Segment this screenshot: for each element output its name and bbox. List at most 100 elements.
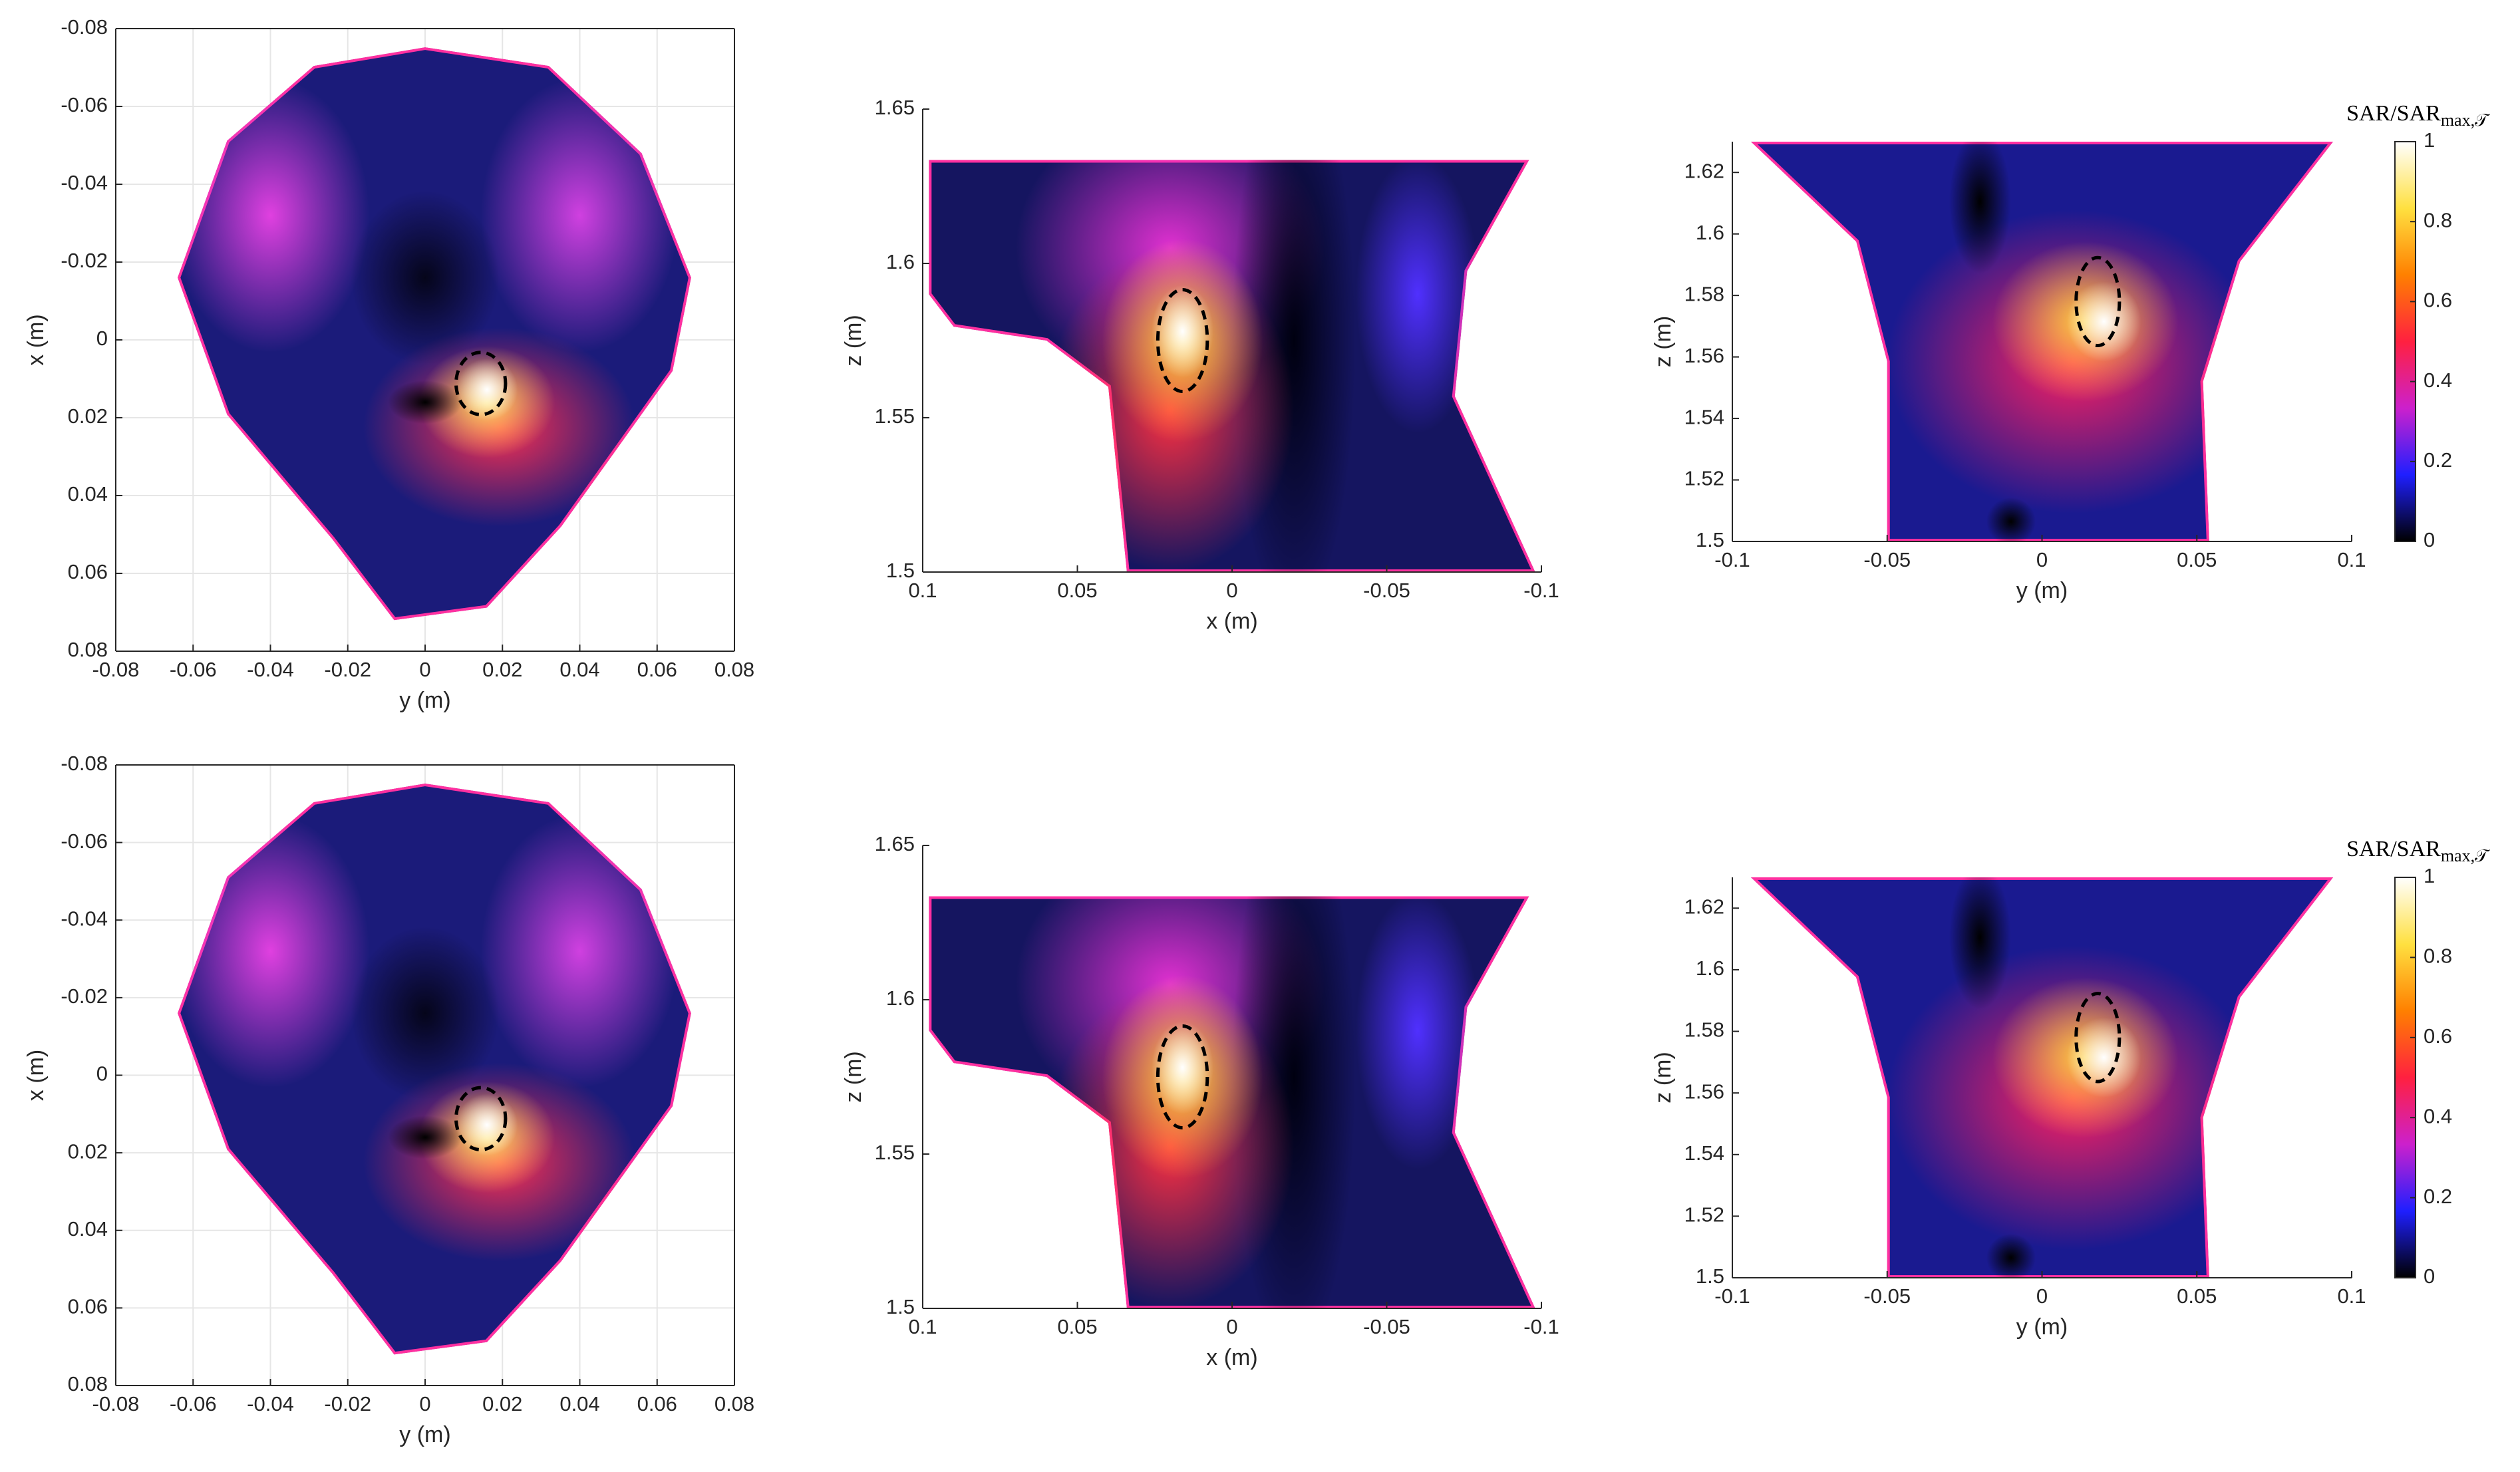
- x-tick-label: 0.04: [559, 1392, 599, 1415]
- y-tick-label: 1.62: [1684, 159, 1724, 182]
- x-axis-label: y (m): [2016, 578, 2068, 603]
- y-tick-label: 1.54: [1684, 405, 1724, 428]
- heatmap: [929, 160, 1535, 572]
- y-tick-label: 0.02: [68, 404, 108, 428]
- y-axis-label: x (m): [23, 1050, 49, 1101]
- x-tick-label: -0.1: [1714, 1284, 1750, 1308]
- heatmap-region: [1356, 896, 1480, 1170]
- target-outline: [2074, 255, 2122, 348]
- panel: 0.1 0.05 0 -0.05 -0.1 1.5 1.55 1.6 1.65 x (m) z (m…: [841, 96, 1559, 634]
- colorbar: [2394, 141, 2416, 542]
- heatmap: [1750, 142, 2334, 541]
- x-tick-label: 0.06: [637, 1392, 677, 1415]
- y-tick-label: 0.06: [68, 560, 108, 583]
- heatmap-region: [1949, 142, 2011, 274]
- y-tick-label: 0.04: [68, 482, 108, 506]
- y-tick-label: 1.56: [1684, 1080, 1724, 1103]
- panel: -0.1 -0.05 0 0.05 0.1 1.5 1.52 1.54 1.56 1.58 1.6 1…: [1651, 837, 2490, 1340]
- x-axis-label: x (m): [1206, 609, 1257, 634]
- x-tick-label: 0.1: [2337, 1284, 2366, 1308]
- colorbar-tick-label: 0.2: [2424, 448, 2452, 472]
- x-tick-label: 0.05: [1057, 579, 1097, 602]
- heatmap-region: [2066, 281, 2141, 362]
- colorbar-label-main: SAR/SAR: [2346, 837, 2441, 861]
- y-tick-label: 1.58: [1684, 282, 1724, 305]
- y-tick-label: 1.6: [886, 250, 915, 273]
- y-tick-label: 1.5: [886, 1295, 915, 1318]
- x-tick-label: -0.08: [92, 1392, 140, 1415]
- x-tick-label: 0: [1226, 1315, 1237, 1338]
- heatmap: [178, 783, 691, 1355]
- heatmap-region: [388, 380, 462, 424]
- colorbar-label: SAR/SARmax,𝒯: [2346, 101, 2490, 130]
- x-tick-label: 0: [1226, 579, 1237, 602]
- heatmap-region: [1949, 877, 2011, 1010]
- y-axis-label: z (m): [1651, 316, 1676, 367]
- y-tick-label: -0.02: [61, 984, 108, 1008]
- y-tick-label: -0.06: [61, 829, 108, 853]
- y-tick-label: 1.6: [886, 986, 915, 1010]
- x-tick-label: -0.02: [324, 658, 371, 681]
- heatmap-region: [2066, 1017, 2141, 1098]
- panel: -0.08 -0.06 -0.04 -0.02 0 0.02 0.04 0.06 0.08 0.0…: [23, 752, 754, 1447]
- target-outline: [1156, 287, 1209, 394]
- x-tick-label: 0.05: [2177, 548, 2217, 571]
- x-tick-label: 0.08: [714, 658, 754, 681]
- y-tick-label: -0.08: [61, 752, 108, 775]
- heatmap-region: [1356, 160, 1480, 434]
- x-tick-label: -0.04: [247, 1392, 294, 1415]
- colorbar-label: SAR/SARmax,𝒯: [2346, 837, 2490, 865]
- y-tick-label: 1.55: [875, 404, 915, 428]
- x-tick-label: 0: [2036, 1284, 2048, 1308]
- y-tick-label: 1.5: [1696, 1264, 1724, 1288]
- colorbar-tick-label: 1: [2424, 128, 2435, 152]
- heatmap-region: [456, 1094, 518, 1156]
- x-tick-label: -0.06: [170, 658, 217, 681]
- y-tick-label: -0.04: [61, 907, 108, 930]
- target-outline: [2074, 992, 2122, 1084]
- y-tick-label: 1.52: [1684, 1203, 1724, 1227]
- y-tick-label: 0.08: [68, 1372, 108, 1396]
- y-tick-label: 0: [96, 1062, 108, 1086]
- x-axis-label: x (m): [1206, 1345, 1257, 1370]
- heatmap: [178, 47, 691, 621]
- colorbar-tick-label: 0.4: [2424, 368, 2452, 392]
- y-tick-label: 1.6: [1696, 221, 1724, 244]
- x-tick-label: 0.05: [1057, 1315, 1097, 1338]
- heatmap: [1750, 877, 2334, 1278]
- y-tick-label: -0.02: [61, 249, 108, 272]
- heatmap-region: [351, 926, 500, 1100]
- heatmap-region: [1986, 1233, 2036, 1278]
- x-tick-label: -0.05: [1363, 579, 1410, 602]
- x-tick-label: 0.1: [908, 579, 937, 602]
- y-tick-label: 1.52: [1684, 467, 1724, 490]
- x-tick-label: -0.1: [1523, 579, 1559, 602]
- colorbar: [2394, 877, 2416, 1278]
- colorbar-tick-label: 0.2: [2424, 1185, 2452, 1208]
- target-outline: [1156, 1024, 1209, 1130]
- colorbar-tick-label: 0.8: [2424, 945, 2452, 968]
- y-tick-label: 1.65: [875, 96, 915, 119]
- heatmap-region: [351, 190, 500, 365]
- heatmap-region: [178, 78, 370, 353]
- y-tick-label: 1.56: [1684, 344, 1724, 367]
- y-tick-label: 1.58: [1684, 1018, 1724, 1042]
- colorbar-tick-label: 0.6: [2424, 1024, 2452, 1048]
- heatmap-region: [480, 814, 679, 1088]
- y-tick-label: -0.06: [61, 93, 108, 116]
- y-axis-label: x (m): [23, 314, 49, 365]
- x-tick-label: 0: [419, 1392, 430, 1415]
- heatmap-region: [178, 814, 370, 1088]
- panel: 0.1 0.05 0 -0.05 -0.1 1.5 1.55 1.6 1.65 x (m) z (m…: [841, 832, 1559, 1370]
- panel: -0.1 -0.05 0 0.05 0.1 1.5 1.52 1.54 1.56 1.58 1.6 1…: [1651, 101, 2490, 603]
- x-tick-label: 0: [419, 658, 430, 681]
- y-tick-label: 1.5: [1696, 528, 1724, 551]
- colorbar-tick-label: 0.4: [2424, 1104, 2452, 1127]
- y-tick-label: 0: [96, 327, 108, 350]
- x-tick-label: 0.05: [2177, 1284, 2217, 1308]
- y-tick-label: 0.06: [68, 1295, 108, 1318]
- y-tick-label: 1.55: [875, 1141, 915, 1164]
- x-tick-label: -0.05: [1863, 548, 1911, 571]
- heatmap-region: [1152, 1021, 1214, 1114]
